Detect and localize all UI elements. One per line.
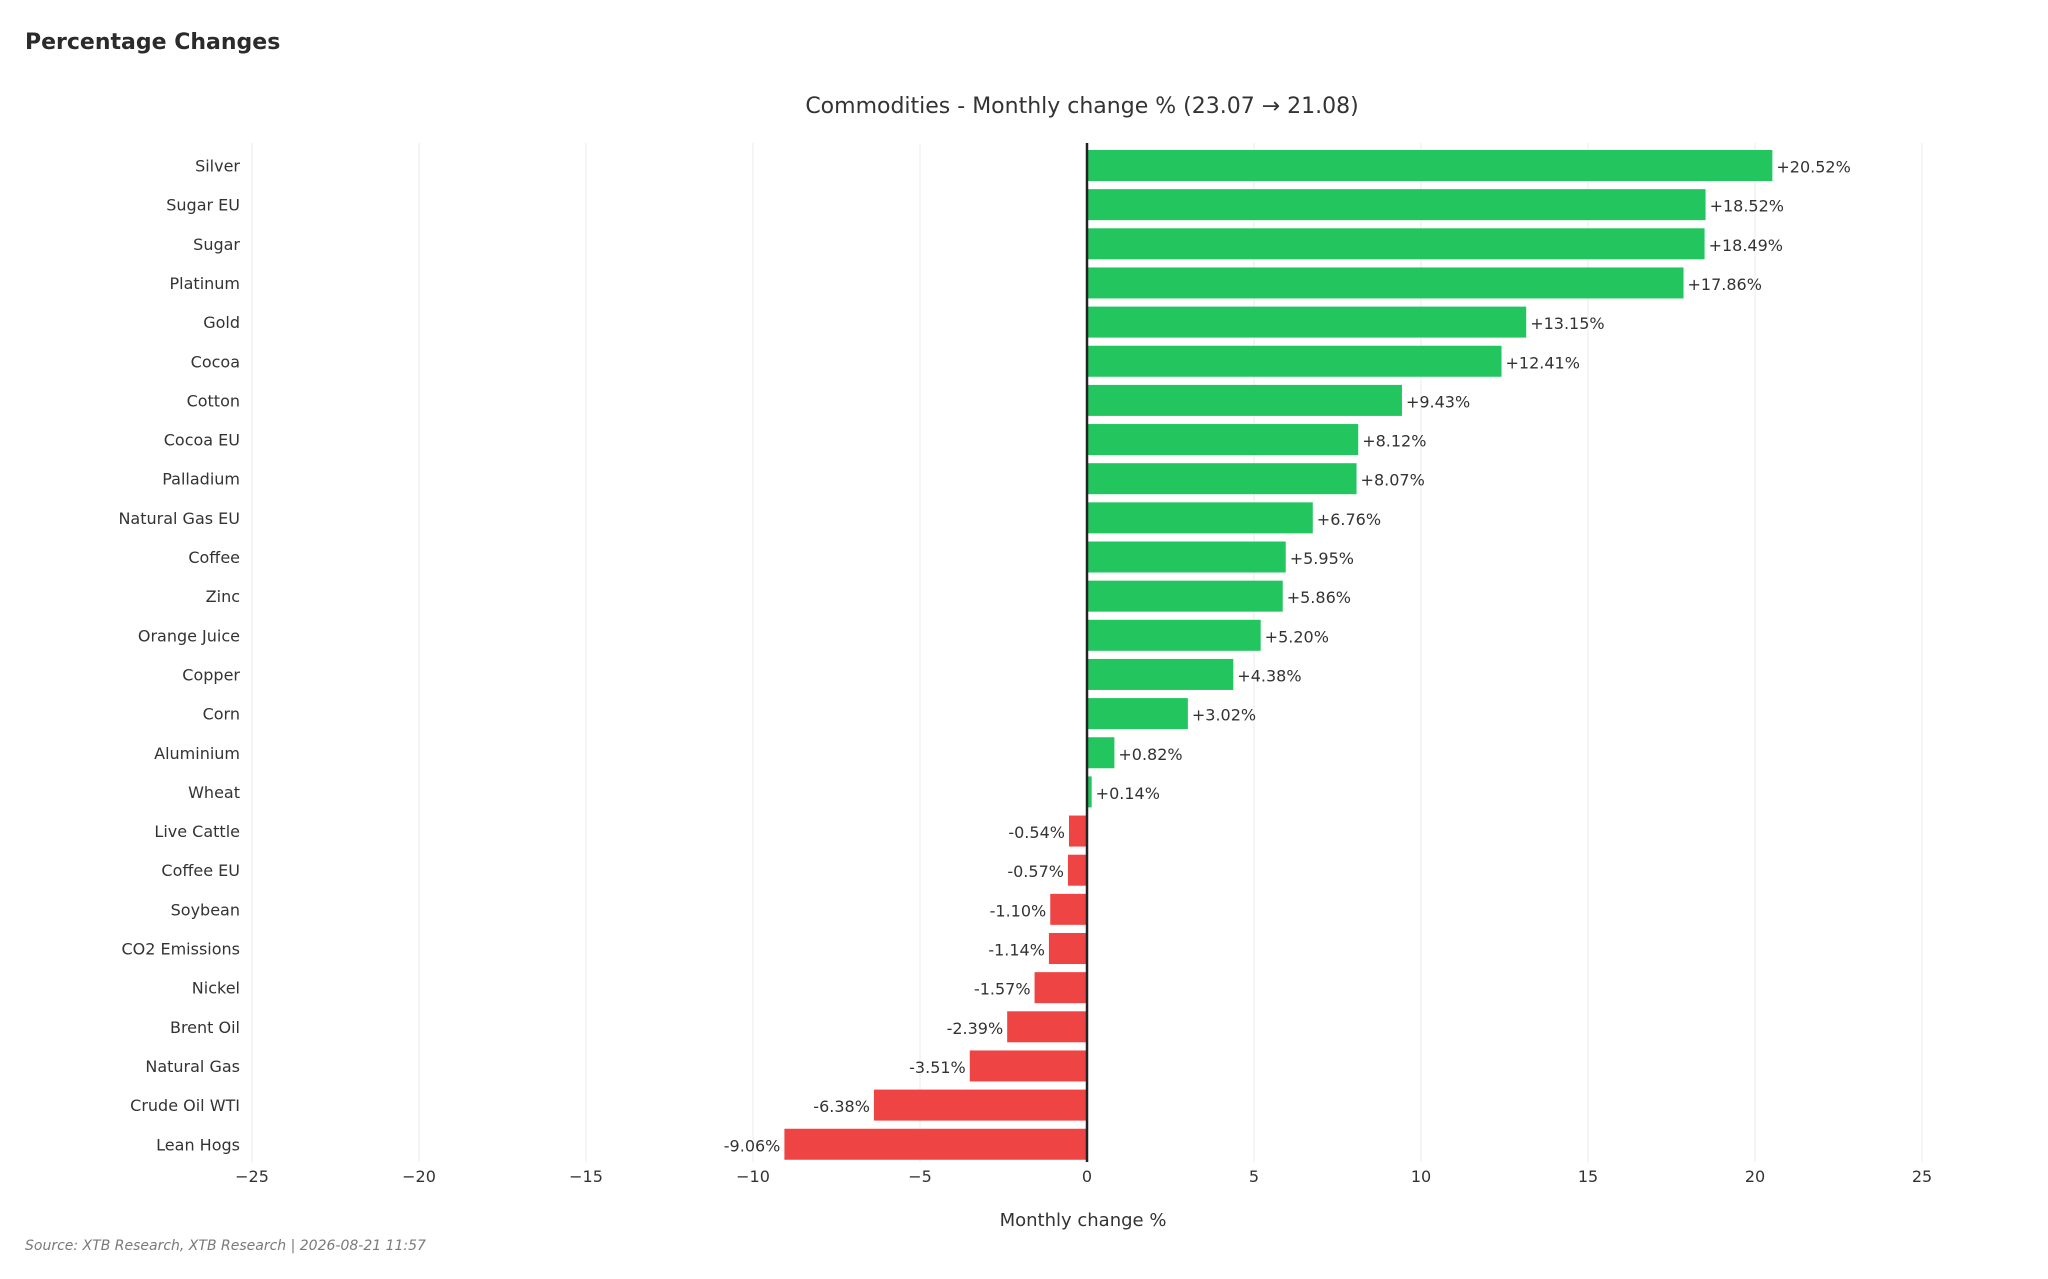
value-labels: +20.52% +18.52% +18.49% +17.86% +13.15% +12.4…	[724, 158, 1851, 1156]
y-category-label: Cotton	[187, 391, 240, 410]
x-tick-label: 5	[1249, 1167, 1259, 1186]
bar	[1087, 541, 1286, 573]
data-label: -3.51%	[909, 1058, 966, 1077]
bar	[1048, 933, 1087, 964]
x-axis-ticks: −25 −20 −15 −10 −5 0 5 10 15 20 25	[235, 1167, 1932, 1186]
y-category-label: Platinum	[170, 274, 240, 293]
y-category-label: CO2 Emissions	[121, 940, 240, 959]
bar	[784, 1128, 1087, 1160]
y-category-label: Silver	[195, 157, 240, 176]
data-label: +18.52%	[1710, 197, 1784, 216]
page-title: Percentage Changes	[25, 30, 281, 55]
data-label: -1.10%	[990, 901, 1047, 920]
bar	[1087, 424, 1359, 456]
x-axis-label: Monthly change %	[1000, 1210, 1167, 1231]
data-label: +5.86%	[1287, 588, 1351, 607]
data-label: -0.54%	[1008, 823, 1065, 842]
x-tick-label: −25	[235, 1167, 269, 1186]
y-category-label: Coffee	[188, 548, 240, 567]
y-category-label: Nickel	[192, 979, 240, 998]
bar	[1034, 972, 1087, 1004]
y-category-label: Live Cattle	[154, 822, 240, 841]
y-category-label: Aluminium	[154, 744, 240, 763]
data-label: +8.07%	[1361, 471, 1425, 490]
y-category-label: Soybean	[171, 900, 240, 919]
x-tick-label: −10	[736, 1167, 770, 1186]
x-tick-label: 10	[1411, 1167, 1431, 1186]
bar	[1087, 267, 1684, 299]
bar	[1087, 737, 1115, 769]
bar	[1087, 228, 1705, 260]
y-category-label: Sugar EU	[166, 196, 240, 215]
data-label: +0.14%	[1096, 784, 1160, 803]
bar	[1087, 580, 1283, 612]
y-category-label: Copper	[182, 665, 240, 684]
chart-title: Commodities - Monthly change % (23.07 → …	[805, 94, 1358, 119]
bar	[1050, 893, 1087, 925]
data-label: +13.15%	[1530, 314, 1604, 333]
bar	[1087, 776, 1092, 808]
data-label: +18.49%	[1709, 236, 1783, 255]
bar	[1087, 463, 1357, 495]
bar	[873, 1089, 1087, 1121]
bar-layer	[784, 150, 1773, 1160]
data-label: -2.39%	[947, 1019, 1004, 1038]
bar	[1068, 815, 1087, 847]
x-tick-label: 25	[1912, 1167, 1932, 1186]
data-label: +12.41%	[1505, 353, 1579, 372]
bar	[1087, 698, 1188, 730]
data-label: +5.95%	[1290, 549, 1354, 568]
x-tick-label: −5	[908, 1167, 932, 1186]
data-label: +17.86%	[1688, 275, 1762, 294]
y-category-label: Sugar	[193, 235, 240, 254]
data-label: +0.82%	[1118, 745, 1182, 764]
data-label: -0.57%	[1007, 862, 1064, 881]
y-category-label: Palladium	[162, 470, 240, 489]
bar	[1087, 306, 1527, 338]
x-tick-label: 0	[1082, 1167, 1092, 1186]
data-label: +4.38%	[1237, 666, 1301, 685]
bar	[1087, 384, 1402, 416]
x-tick-label: 20	[1745, 1167, 1765, 1186]
bar	[1087, 345, 1502, 377]
x-tick-label: −20	[402, 1167, 436, 1186]
data-label: -1.57%	[974, 980, 1031, 999]
y-category-label: Brent Oil	[170, 1018, 240, 1037]
data-label: -1.14%	[988, 941, 1045, 960]
bar	[1087, 189, 1706, 221]
bar	[969, 1050, 1087, 1082]
y-category-label: Cocoa EU	[164, 431, 240, 450]
y-category-label: Natural Gas	[145, 1057, 240, 1076]
bar	[1087, 658, 1234, 690]
y-category-label: Coffee EU	[161, 861, 240, 880]
grid-layer	[251, 143, 1923, 1162]
data-label: +20.52%	[1776, 158, 1850, 177]
y-category-label: Cocoa	[191, 352, 240, 371]
bar	[1087, 150, 1773, 181]
y-category-label: Wheat	[188, 783, 240, 802]
y-category-label: Natural Gas EU	[118, 509, 240, 528]
data-label: +6.76%	[1317, 510, 1381, 529]
y-category-label: Orange Juice	[138, 626, 240, 645]
category-labels: Silver Sugar EU Sugar Platinum Gold Cocoa Cott…	[118, 157, 240, 1155]
x-tick-label: 15	[1578, 1167, 1598, 1186]
bar	[1067, 854, 1087, 886]
y-category-label: Zinc	[206, 587, 240, 606]
data-label: +3.02%	[1192, 706, 1256, 725]
source-note: Source: XTB Research, XTB Research | 202…	[25, 1238, 426, 1254]
bar	[1087, 619, 1261, 651]
y-category-label: Gold	[203, 313, 240, 332]
data-label: -9.06%	[724, 1136, 781, 1155]
data-label: +9.43%	[1406, 392, 1470, 411]
bar	[1007, 1011, 1087, 1043]
data-label: +8.12%	[1362, 432, 1426, 451]
y-category-label: Lean Hogs	[156, 1135, 240, 1154]
y-category-label: Corn	[203, 705, 240, 724]
bar	[1087, 502, 1313, 534]
data-label: +5.20%	[1265, 627, 1329, 646]
x-tick-label: −15	[569, 1167, 603, 1186]
y-category-label: Crude Oil WTI	[130, 1096, 240, 1115]
data-label: -6.38%	[813, 1097, 870, 1116]
